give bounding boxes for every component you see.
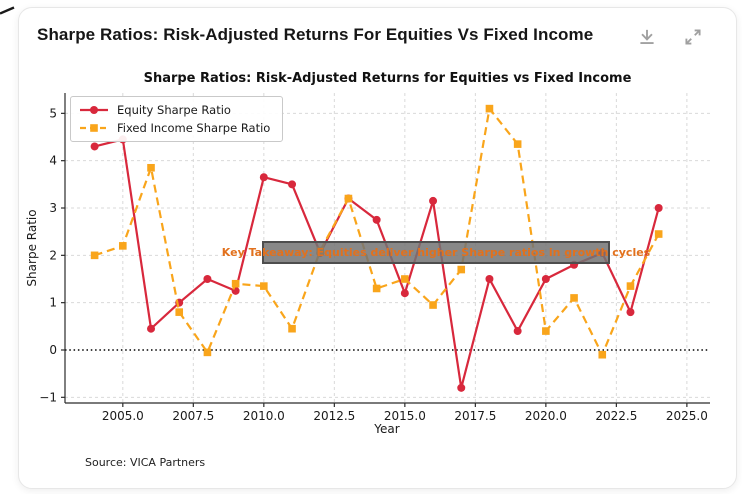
- legend-item-fixed-income: Fixed Income Sharpe Ratio: [79, 121, 270, 135]
- window-title: Sharpe Ratios: Risk-Adjusted Returns For…: [37, 25, 594, 44]
- equity-sharpe-ratio-point: [429, 196, 438, 205]
- chart-legend: Equity Sharpe Ratio Fixed Income Sharpe …: [70, 96, 284, 142]
- fixed-income-sharpe-ratio-point: [485, 104, 494, 113]
- equity-sharpe-ratio-point: [147, 324, 156, 333]
- y-tick-label: 4: [49, 154, 57, 168]
- download-button[interactable]: [633, 24, 661, 52]
- equity-sharpe-ratio-point: [654, 204, 663, 213]
- y-axis-label: Sharpe Ratio: [25, 209, 39, 286]
- fixed-income-sharpe-ratio-point: [542, 327, 550, 335]
- fixed-income-sharpe-ratio-point: [175, 308, 184, 316]
- fixed-income-sharpe-ratio-point: [260, 282, 268, 290]
- legend-label-equity: Equity Sharpe Ratio: [117, 103, 231, 117]
- source-caption: Source: VICA Partners: [85, 456, 206, 469]
- fixed-income-sharpe-ratio-point: [570, 294, 578, 302]
- fixed-income-sharpe-ratio-point: [372, 284, 381, 293]
- equity-sharpe-ratio-point: [541, 275, 550, 283]
- chart-title: Sharpe Ratios: Risk-Adjusted Returns for…: [143, 71, 632, 86]
- expand-icon: [685, 29, 701, 45]
- fixed-income-sharpe-ratio-point: [457, 265, 466, 274]
- legend-item-equity: Equity Sharpe Ratio: [79, 103, 270, 117]
- fixed-income-sharpe-ratio-point: [119, 242, 127, 250]
- fixed-income-sharpe-ratio-point: [654, 230, 663, 238]
- fixed-income-sharpe-ratio-point: [288, 324, 296, 333]
- fixed-income-sharpe-ratio-point: [598, 350, 607, 359]
- equity-sharpe-ratio-point: [288, 180, 297, 189]
- annotation-box: Key Takeaway: Equities deliver higher Sh…: [222, 241, 650, 264]
- y-tick-label: 2: [49, 248, 57, 262]
- annotation-text: Key Takeaway: Equities deliver higher Sh…: [221, 246, 651, 259]
- fixed-income-sharpe-ratio-point: [513, 140, 522, 148]
- corner-mark-icon: [0, 6, 15, 15]
- equity-sharpe-ratio-point: [372, 215, 381, 224]
- equity-sharpe-ratio-point: [400, 289, 409, 298]
- fixed-income-sharpe-ratio-point: [90, 251, 99, 260]
- equity-sharpe-ratio-point: [259, 173, 268, 182]
- plot-layer: 2005.0 2007.5 2010.0 2012.5 2015.0 2017.5 2020…: [39, 93, 710, 423]
- y-tick-label: 1: [49, 296, 57, 310]
- equity-line-marker-icon: [80, 106, 108, 114]
- fixed-income-sharpe-ratio-point: [231, 279, 240, 288]
- x-tick-label: 2005.0: [102, 409, 144, 423]
- fixed-income-sharpe-ratio-point: [147, 163, 155, 172]
- y-tick-label: 5: [49, 106, 57, 120]
- download-icon: [640, 29, 654, 44]
- fixed-income-sharpe-ratio-line: [94, 106, 660, 358]
- fixed-income-sharpe-ratio-point: [626, 282, 635, 290]
- x-axis-label: Year: [373, 422, 399, 436]
- y-tick-label: 3: [49, 201, 57, 215]
- x-tick-label: 2007.5: [172, 409, 214, 423]
- x-tick-label: 2022.5: [595, 409, 637, 423]
- equity-sharpe-ratio-point: [90, 142, 99, 151]
- y-tick-label: 0: [49, 343, 57, 357]
- expand-button[interactable]: [679, 24, 707, 52]
- equity-sharpe-ratio-point: [485, 275, 494, 283]
- x-tick-label: 2025.0: [666, 409, 708, 423]
- x-tick-label: 2015.0: [384, 409, 426, 423]
- equity-sharpe-ratio-point: [457, 383, 466, 392]
- equity-sharpe-ratio-point: [513, 327, 522, 336]
- fixed-income-sharpe-ratio-point: [401, 275, 409, 283]
- legend-label-fixed-income: Fixed Income Sharpe Ratio: [117, 121, 271, 135]
- fixed-income-sharpe-ratio-point: [429, 301, 437, 309]
- x-tick-label: 2020.0: [525, 409, 567, 423]
- x-tick-label: 2012.5: [313, 409, 355, 423]
- y-tick-label: −1: [39, 390, 57, 404]
- x-tick-label: 2010.0: [243, 409, 285, 423]
- fixed-income-sharpe-ratio-point: [203, 348, 212, 357]
- fixed-income-line-marker-icon: [80, 124, 108, 132]
- equity-sharpe-ratio-point: [203, 275, 212, 283]
- x-tick-label: 2017.5: [454, 409, 496, 423]
- equity-sharpe-ratio-point: [626, 308, 635, 317]
- fixed-income-sharpe-ratio-point: [344, 194, 353, 203]
